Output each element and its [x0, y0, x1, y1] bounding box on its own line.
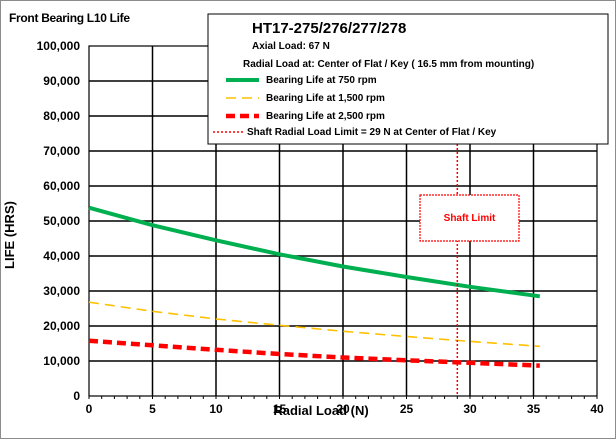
series-line-1 [88, 205, 541, 299]
series-line-2 [88, 301, 540, 348]
x-tick-label: 10 [209, 402, 223, 416]
x-tick-label: 25 [400, 402, 414, 416]
legend-axial-load: Axial Load: 67 N [252, 41, 330, 52]
y-tick-label: 50,000 [43, 214, 80, 228]
x-tick-label: 40 [590, 402, 604, 416]
y-tick-label: 20,000 [43, 319, 80, 333]
legend-radial-load: Radial Load at: Center of Flat / Key ( 1… [243, 59, 534, 70]
legend-entry-1: Bearing Life at 750 rpm [266, 75, 377, 86]
y-tick-label: 70,000 [43, 144, 80, 158]
grid [88, 46, 598, 399]
chart-title: Front Bearing L10 Life [9, 11, 130, 25]
limit-layer: Shaft Limit [419, 144, 520, 396]
shaft-limit-box [419, 194, 520, 242]
y-tick-label: 30,000 [43, 284, 80, 298]
y-tick-label: 0 [73, 389, 80, 403]
y-tick-label: 40,000 [43, 249, 80, 263]
legend: HT17-275/276/277/278 Axial Load: 67 N Ra… [207, 13, 609, 145]
x-tick-label: 20 [336, 402, 350, 416]
x-tick-label: 35 [527, 402, 541, 416]
shaft-limit-label: Shaft Limit [444, 213, 496, 224]
y-axis-label: LIFE (HRS) [2, 201, 17, 269]
tick-labels: 0 5 10 15 20 25 30 35 40 0 10,000 20,000 30,000 40,00… [37, 39, 604, 416]
y-tick-label: 90,000 [43, 74, 80, 88]
y-tick-label: 60,000 [43, 179, 80, 193]
legend-model: HT17-275/276/277/278 [252, 20, 406, 37]
x-tick-label: 30 [463, 402, 477, 416]
legend-box [207, 13, 609, 145]
legend-entry-2: Bearing Life at 1,500 rpm [266, 93, 385, 104]
x-tick-label: 15 [273, 402, 287, 416]
y-tick-label: 80,000 [43, 109, 80, 123]
y-tick-label: 100,000 [37, 39, 81, 53]
x-tick-label: 5 [149, 402, 156, 416]
series-line-3 [88, 338, 540, 368]
y-tick-label: 10,000 [43, 354, 80, 368]
legend-entry-3: Bearing Life at 2,500 rpm [266, 111, 385, 122]
x-axis-label: Radial Load (N) [273, 403, 368, 418]
series-layer [88, 205, 541, 368]
legend-entry-4: Shaft Radial Load Limit = 29 N at Center… [247, 127, 497, 138]
x-tick-label: 0 [86, 402, 93, 416]
